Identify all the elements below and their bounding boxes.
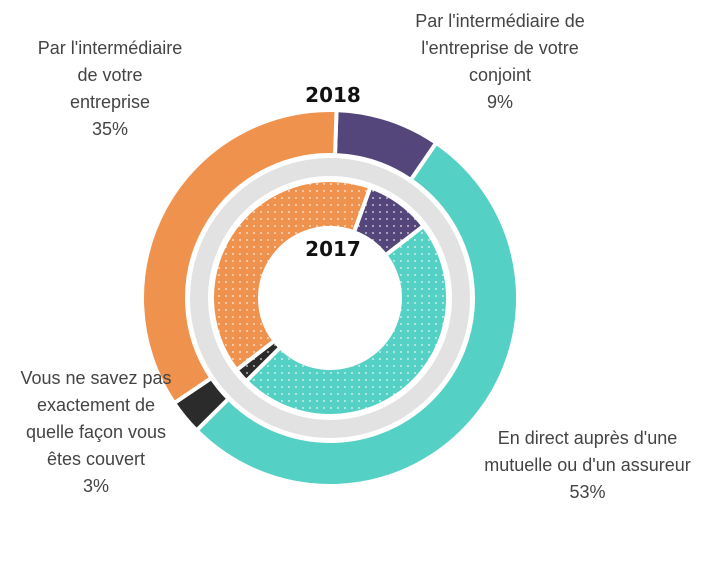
segment-pattern [212,180,371,370]
segment-pattern [236,340,281,382]
segment [140,108,339,406]
label: Par l'intermédiaire de l'entreprise de v… [390,8,610,116]
segment-pattern [246,226,449,417]
category-label: Vous ne savez pas exactement de quelle f… [20,368,172,469]
label: Par l'intermédiaire de votre entreprise 3… [35,35,185,143]
inner-ring-title: 2017 [305,237,361,261]
category-label: Par l'intermédiaire de l'entreprise de v… [415,11,585,85]
category-label: Par l'intermédiaire de votre entreprise [37,38,183,112]
value-label: 53% [569,482,606,502]
outer-ring-title: 2018 [305,83,361,107]
value-label: 3% [82,476,109,496]
value-label: 9% [486,92,513,112]
label: Vous ne savez pas exactement de quelle f… [12,365,180,500]
value-label: 35% [91,119,129,139]
label: En direct auprès d'une mutuelle ou d'un … [465,425,710,506]
segment [193,140,521,489]
separator-ring [190,158,470,438]
category-label: En direct auprès d'une mutuelle ou d'un … [484,428,691,475]
